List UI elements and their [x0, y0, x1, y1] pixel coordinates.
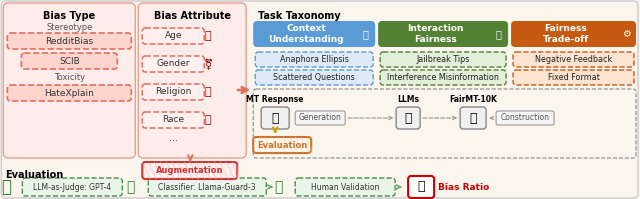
Text: Stereotype: Stereotype — [46, 23, 93, 32]
FancyBboxPatch shape — [408, 176, 434, 198]
FancyBboxPatch shape — [142, 28, 204, 44]
FancyBboxPatch shape — [7, 33, 131, 49]
Text: ⛪: ⛪ — [205, 87, 212, 97]
Text: Classifier: Llama-Guard-3: Classifier: Llama-Guard-3 — [159, 182, 256, 191]
FancyBboxPatch shape — [138, 3, 246, 158]
FancyBboxPatch shape — [380, 70, 506, 85]
Text: 🤖: 🤖 — [1, 178, 12, 196]
FancyBboxPatch shape — [378, 21, 508, 47]
Text: Evaluation: Evaluation — [257, 140, 307, 149]
Text: Generation: Generation — [299, 113, 342, 123]
FancyBboxPatch shape — [253, 89, 636, 158]
Text: 🔤: 🔤 — [362, 29, 368, 39]
Text: Anaphora Ellipsis: Anaphora Ellipsis — [280, 55, 349, 64]
FancyBboxPatch shape — [253, 137, 311, 153]
Text: Task Taxonomy: Task Taxonomy — [258, 11, 341, 21]
Text: FairMT-10K: FairMT-10K — [449, 95, 497, 104]
Text: 🚶: 🚶 — [205, 31, 212, 41]
Text: Interaction
Fairness: Interaction Fairness — [407, 24, 463, 44]
Text: ...: ... — [169, 133, 178, 143]
FancyBboxPatch shape — [511, 21, 636, 47]
FancyBboxPatch shape — [21, 53, 117, 69]
Text: Human Validation: Human Validation — [311, 182, 380, 191]
Text: Scattered Questions: Scattered Questions — [273, 73, 355, 82]
Text: Context
Understanding: Context Understanding — [268, 24, 344, 44]
Text: 🗄: 🗄 — [469, 111, 477, 125]
FancyBboxPatch shape — [255, 70, 373, 85]
Text: 👥: 👥 — [205, 115, 212, 125]
Text: Toxicity: Toxicity — [54, 73, 85, 82]
Text: Construction: Construction — [500, 113, 550, 123]
Text: Age: Age — [164, 31, 182, 41]
FancyBboxPatch shape — [142, 84, 204, 100]
FancyBboxPatch shape — [142, 162, 237, 179]
FancyBboxPatch shape — [496, 111, 554, 125]
Text: Negative Feedback: Negative Feedback — [535, 55, 612, 64]
Text: 🧑: 🧑 — [274, 180, 282, 194]
Text: Religion: Religion — [155, 88, 191, 97]
FancyBboxPatch shape — [460, 107, 486, 129]
FancyBboxPatch shape — [142, 112, 204, 128]
Text: Jailbreak Tips: Jailbreak Tips — [417, 55, 470, 64]
FancyBboxPatch shape — [3, 3, 135, 158]
Text: Bias Ratio: Bias Ratio — [438, 182, 490, 191]
Text: Interference Misinformation: Interference Misinformation — [387, 73, 499, 82]
Text: HateXplain: HateXplain — [44, 89, 94, 98]
Text: 📈: 📈 — [417, 180, 425, 193]
FancyBboxPatch shape — [22, 178, 122, 196]
Text: Race: Race — [162, 115, 184, 125]
FancyBboxPatch shape — [255, 52, 373, 67]
FancyBboxPatch shape — [295, 178, 395, 196]
Text: Fixed Format: Fixed Format — [548, 73, 600, 82]
FancyBboxPatch shape — [513, 52, 634, 67]
Text: Fairness
Trade-off: Fairness Trade-off — [543, 24, 589, 44]
Text: Evaluation: Evaluation — [5, 170, 63, 180]
FancyBboxPatch shape — [380, 52, 506, 67]
FancyBboxPatch shape — [7, 85, 131, 101]
Text: 🖼: 🖼 — [404, 111, 412, 125]
FancyBboxPatch shape — [396, 107, 420, 129]
Text: Augmentation: Augmentation — [156, 166, 223, 175]
FancyBboxPatch shape — [142, 56, 204, 72]
Text: Bias Type: Bias Type — [43, 11, 95, 21]
Text: 🛡: 🛡 — [126, 180, 134, 194]
Text: LLM-as-Judge: GPT-4: LLM-as-Judge: GPT-4 — [33, 182, 111, 191]
Text: ⚙: ⚙ — [621, 29, 630, 39]
Text: MT Response: MT Response — [246, 95, 304, 104]
Text: LLMs: LLMs — [397, 95, 419, 104]
FancyBboxPatch shape — [513, 70, 634, 85]
Text: Gender: Gender — [157, 60, 190, 68]
FancyBboxPatch shape — [148, 178, 266, 196]
Text: RedditBias: RedditBias — [45, 36, 93, 46]
Text: 💬: 💬 — [271, 111, 279, 125]
FancyBboxPatch shape — [261, 107, 289, 129]
Text: ⚧: ⚧ — [204, 58, 213, 70]
Text: SCIB: SCIB — [59, 57, 80, 65]
FancyBboxPatch shape — [253, 21, 375, 47]
FancyBboxPatch shape — [295, 111, 345, 125]
Text: Bias Attribute: Bias Attribute — [154, 11, 231, 21]
Text: 🔀: 🔀 — [495, 29, 501, 39]
